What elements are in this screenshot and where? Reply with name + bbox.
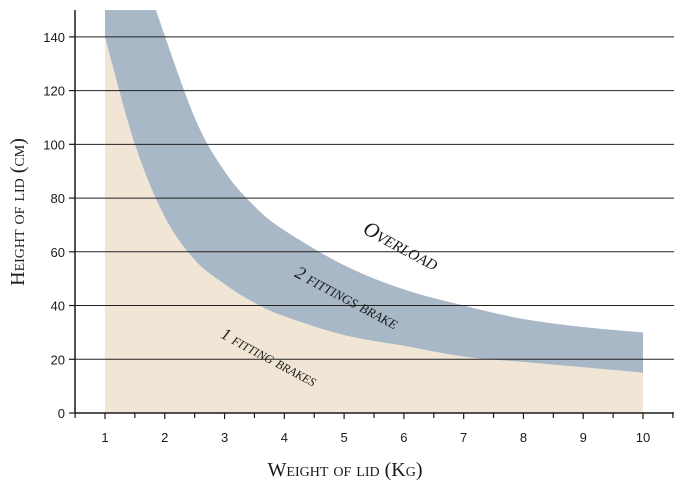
x-tick-label-5: 5 (340, 430, 347, 445)
y-tick-label-60: 60 (51, 245, 65, 260)
x-tick-label-2: 2 (161, 430, 168, 445)
x-tick-label-9: 9 (580, 430, 587, 445)
x-tick-label-4: 4 (281, 430, 288, 445)
x-tick-label-3: 3 (221, 430, 228, 445)
regions (105, 10, 643, 413)
y-tick-label-100: 100 (43, 137, 65, 152)
y-tick-label-0: 0 (58, 406, 65, 421)
x-tick-label-1: 1 (101, 430, 108, 445)
y-tick-label-120: 120 (43, 84, 65, 99)
x-tick-label-7: 7 (460, 430, 467, 445)
y-axis-title: Height of lid (cm) (7, 138, 29, 286)
ticks: 0 20 40 60 80 100 120 140 1 2 3 4 5 6 7 8 9 10 (43, 30, 674, 445)
x-tick-label-8: 8 (520, 430, 527, 445)
annotation-0: Overload (359, 216, 443, 276)
y-tick-label-140: 140 (43, 30, 65, 45)
y-tick-label-80: 80 (51, 191, 65, 206)
y-tick-label-40: 40 (51, 299, 65, 314)
region-2-fittings (105, 10, 643, 373)
x-tick-label-10: 10 (636, 430, 650, 445)
x-axis-title: Weight of lid (Kg) (268, 459, 423, 481)
y-tick-label-20: 20 (51, 352, 65, 367)
gridlines (75, 36, 674, 360)
x-tick-label-6: 6 (400, 430, 407, 445)
region-1-fitting (105, 36, 643, 413)
